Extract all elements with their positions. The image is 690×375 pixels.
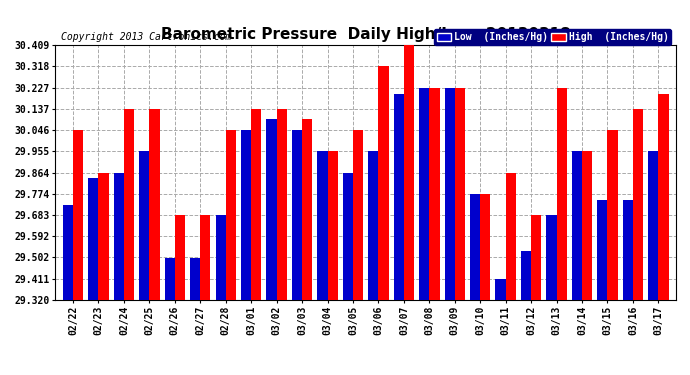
Bar bbox=[582, 151, 592, 300]
Title: Barometric Pressure  Daily High/Low  20130318: Barometric Pressure Daily High/Low 20130… bbox=[161, 27, 571, 42]
Bar bbox=[343, 172, 353, 300]
Bar bbox=[317, 151, 328, 300]
Bar bbox=[200, 215, 210, 300]
Bar bbox=[328, 151, 337, 300]
Bar bbox=[277, 109, 287, 300]
Bar bbox=[495, 279, 506, 300]
Bar bbox=[165, 258, 175, 300]
Bar bbox=[378, 66, 388, 300]
Bar bbox=[149, 109, 159, 300]
Bar bbox=[292, 130, 302, 300]
Bar bbox=[480, 194, 491, 300]
Bar bbox=[455, 88, 465, 300]
Bar bbox=[353, 130, 363, 300]
Bar bbox=[114, 172, 124, 300]
Bar bbox=[226, 130, 236, 300]
Bar bbox=[241, 130, 251, 300]
Bar bbox=[302, 119, 313, 300]
Bar bbox=[531, 215, 542, 300]
Bar bbox=[266, 119, 277, 300]
Bar bbox=[190, 258, 200, 300]
Bar bbox=[429, 88, 440, 300]
Bar bbox=[99, 172, 108, 300]
Bar bbox=[251, 109, 262, 300]
Text: Copyright 2013 Cartronics.com: Copyright 2013 Cartronics.com bbox=[61, 33, 232, 42]
Bar bbox=[506, 172, 516, 300]
Bar bbox=[557, 88, 566, 300]
Bar bbox=[607, 130, 618, 300]
Bar bbox=[88, 178, 99, 300]
Bar bbox=[215, 215, 226, 300]
Bar bbox=[470, 194, 480, 300]
Bar bbox=[73, 130, 83, 300]
Bar bbox=[598, 201, 607, 300]
Legend: Low  (Inches/Hg), High  (Inches/Hg): Low (Inches/Hg), High (Inches/Hg) bbox=[434, 30, 671, 45]
Bar bbox=[658, 94, 669, 300]
Bar bbox=[623, 201, 633, 300]
Bar bbox=[63, 205, 73, 300]
Bar bbox=[394, 94, 404, 300]
Bar bbox=[648, 151, 658, 300]
Bar bbox=[419, 88, 429, 300]
Bar bbox=[139, 151, 149, 300]
Bar bbox=[572, 151, 582, 300]
Bar bbox=[368, 151, 378, 300]
Bar bbox=[546, 215, 557, 300]
Bar bbox=[404, 45, 414, 300]
Bar bbox=[521, 251, 531, 300]
Bar bbox=[633, 109, 643, 300]
Bar bbox=[124, 109, 134, 300]
Bar bbox=[175, 215, 185, 300]
Bar bbox=[444, 88, 455, 300]
